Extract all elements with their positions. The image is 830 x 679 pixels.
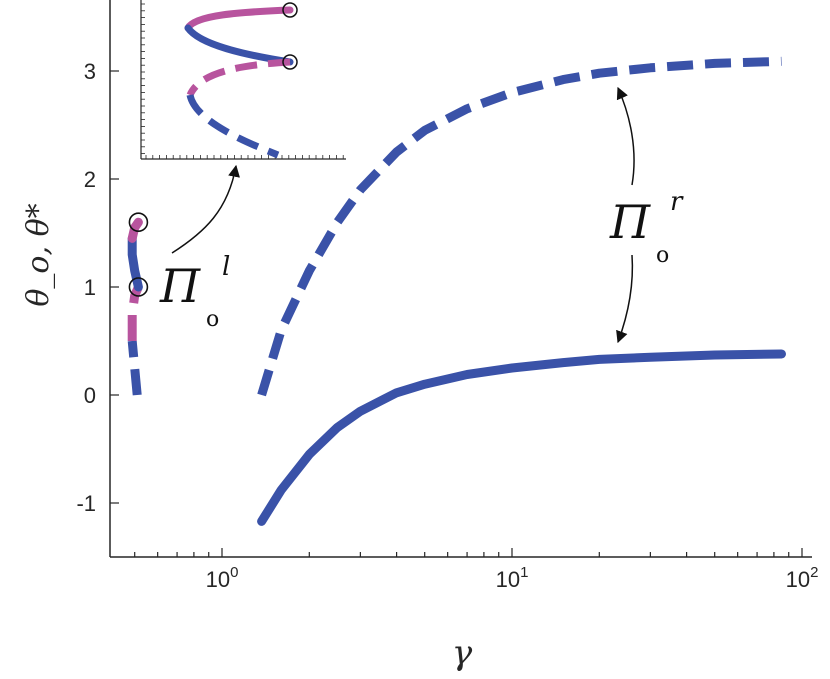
x-tick-label: 102 [786, 564, 819, 592]
x-tick-exponent: 2 [810, 564, 818, 581]
inset-background [141, 0, 346, 160]
y-tick-label: 3 [84, 59, 96, 84]
data-series [127, 56, 786, 526]
annotation-pi-l-symbol: Π [159, 259, 201, 313]
axes [109, 0, 812, 558]
x-tick-base: 10 [206, 567, 230, 592]
marker-circle [128, 212, 149, 232]
pi-r-arrow-up [616, 86, 635, 186]
annotation-pi-r-sub: o [656, 243, 669, 268]
y-tick-label: 2 [84, 167, 96, 192]
series-line-blue-solid [257, 349, 786, 526]
series-line-magenta-dashed [127, 285, 143, 341]
inset-curve-blue-dashed [186, 93, 280, 159]
series-line-blue-dashed [127, 340, 142, 396]
annotation-pi-l-sub: o [206, 307, 219, 332]
x-tick-exponent: 0 [230, 564, 238, 581]
y-tick-marks [110, 70, 119, 504]
y-tick-label: -1 [76, 491, 96, 516]
series-line-magenta-solid [127, 217, 143, 243]
inset-curve-magenta-dashed [186, 58, 291, 97]
annotation-pi-r-sup: r [670, 187, 684, 217]
x-axis-label: γ [452, 633, 473, 673]
annotation-pi-l-sup: l [222, 252, 230, 282]
x-tick-base: 10 [496, 567, 520, 592]
x-tick-base: 10 [786, 567, 810, 592]
x-tick-exponent: 1 [520, 564, 528, 581]
marker-circle [128, 277, 149, 297]
inset-curve-upper-magenta [184, 6, 294, 32]
y-tick-label: 1 [84, 275, 96, 300]
markers [128, 212, 149, 297]
inset-marker [282, 2, 298, 18]
inset-marker [282, 54, 298, 70]
y-tick-labels: -1 0 1 2 3 [76, 59, 96, 516]
annotation-pi-r-symbol: Π [609, 195, 651, 249]
series-line-blue-dashed [257, 56, 782, 397]
annotation-pi-l: Π o l [159, 252, 230, 332]
y-axis-label: θ_o, θ* [21, 203, 56, 306]
x-tick-marks [134, 548, 803, 557]
y-tick-label: 0 [84, 383, 96, 408]
inset [140, 0, 346, 160]
annotation-pi-r: Π o r [609, 187, 684, 268]
x-tick-labels: 100 101 102 [206, 564, 819, 592]
inset-pointer-arrow [171, 164, 240, 254]
x-tick-label: 101 [496, 564, 529, 592]
x-tick-label: 100 [206, 564, 239, 592]
pi-r-arrow-down [616, 254, 634, 344]
